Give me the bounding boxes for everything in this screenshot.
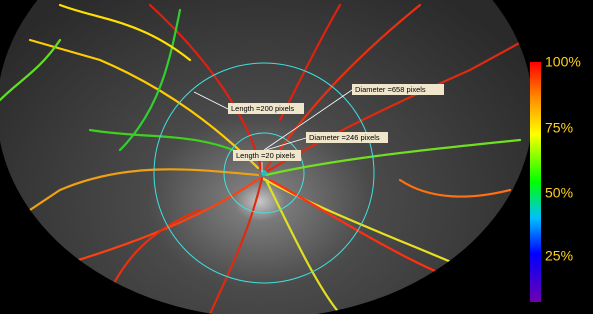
annotation: Diameter =246 pixels [309,133,380,142]
colorbar-tick: 100% [545,54,581,70]
colorbar [530,62,541,302]
annotation: Length =200 pixels [231,104,294,113]
colorbar-tick: 50% [545,185,573,201]
retina-figure: Diameter =658 pixels Length =200 pixels … [0,0,593,314]
screenshot: Diameter =658 pixels Length =200 pixels … [0,0,593,314]
colorbar-tick: 25% [545,248,573,264]
colorbar-tick: 75% [545,120,573,136]
annotation: Diameter =658 pixels [355,85,426,94]
annotation: Length =20 pixels [236,151,295,160]
